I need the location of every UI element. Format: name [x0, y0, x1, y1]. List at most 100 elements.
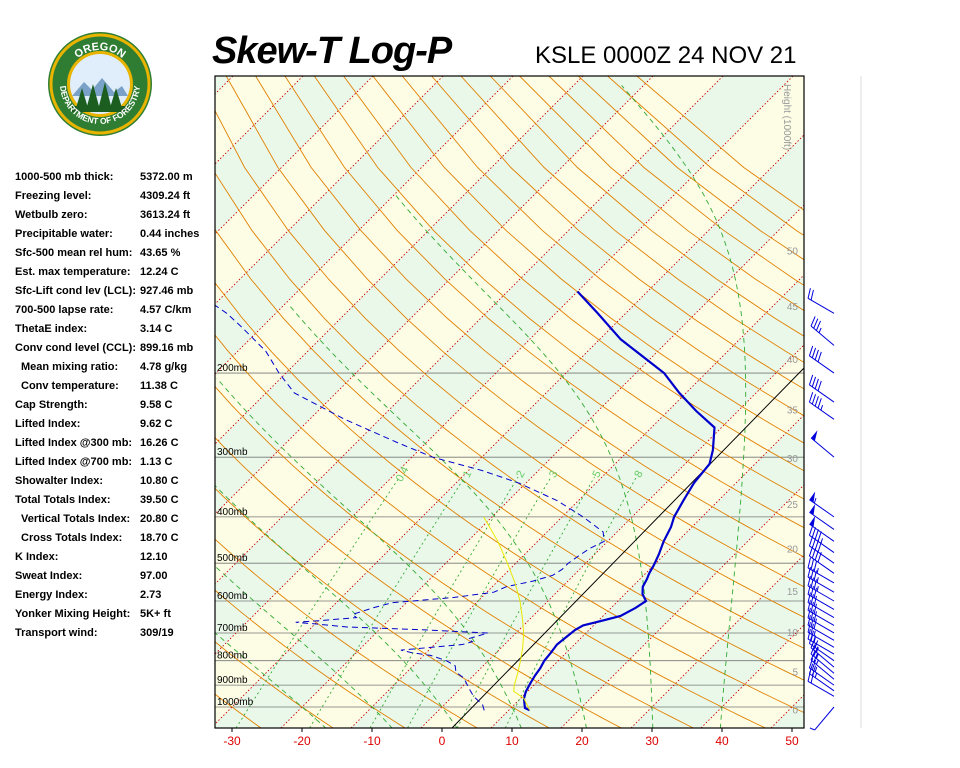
dewpoint-line [215, 304, 605, 711]
wind-barb [809, 515, 835, 542]
pressure-label: 700mb [217, 623, 248, 634]
wind-barb-staff [809, 545, 835, 564]
mixing-ratio-line [504, 476, 637, 728]
wind-barb-halfflag [815, 653, 819, 659]
wind-barb-staff [807, 594, 835, 610]
dry-adiabat [215, 436, 622, 728]
wind-barb-staff [807, 576, 835, 593]
x-tick-label: 10 [505, 734, 519, 748]
wind-barb-flag [813, 611, 817, 622]
dry-adiabat [215, 282, 804, 714]
wind-barb-flag [808, 657, 814, 669]
wind-barb-halfflag [818, 327, 822, 333]
pressure-label: 1000mb [217, 697, 254, 708]
index-label: Cross Totals Index: [21, 532, 123, 544]
isotherm-band [215, 135, 804, 728]
wind-barb-staff [807, 680, 835, 697]
dry-adiabat [225, 76, 804, 588]
index-value: 12.24 C [140, 266, 179, 278]
mixing-ratio-line [309, 476, 466, 728]
wind-barb [808, 392, 835, 420]
wind-barb-flag [810, 616, 814, 628]
wind-barb [810, 430, 835, 458]
wind-barb-flag [811, 394, 817, 405]
wind-barb-halfflag [813, 637, 816, 643]
wind-barb [807, 614, 835, 641]
oregon-forestry-logo: OREGON DEPARTMENT OF FORESTRY [48, 32, 152, 136]
station-time-label: KSLE 0000Z 24 NOV 21 [535, 42, 797, 69]
index-label: Freezing level: [15, 190, 92, 202]
wind-barb-staff [807, 297, 835, 314]
wind-barb [808, 345, 835, 374]
wind-barb-staff [810, 653, 835, 674]
wind-barb-flag [817, 531, 822, 542]
index-label: Conv temperature: [21, 380, 119, 392]
mixing-ratio-label: 1 [461, 469, 474, 480]
index-value: 0.44 inches [140, 228, 200, 240]
wind-barb-staff [809, 401, 835, 420]
moist-adiabat [215, 484, 458, 728]
index-label: Sfc-Lift cond lev (LCL): [15, 285, 136, 297]
mixing-ratio-label: 2 [514, 469, 527, 480]
wind-barb-flag [808, 525, 814, 536]
dry-adiabat [215, 589, 406, 728]
height-tick-label: 15 [787, 587, 799, 598]
index-value: 309/19 [140, 627, 174, 639]
pressure-label: 800mb [217, 651, 248, 662]
mixing-ratio-line [456, 476, 595, 728]
dry-adiabat [284, 76, 804, 529]
wind-barb-staff [810, 325, 835, 346]
wind-barb-flag [817, 398, 822, 409]
height-tick-label: 40 [787, 355, 799, 366]
wind-barb [808, 657, 835, 686]
wind-barb-flag [813, 603, 817, 615]
pressure-label: 900mb [217, 675, 248, 686]
index-value: 899.16 mb [140, 342, 194, 354]
logo-top-text: OREGON [72, 41, 127, 61]
wind-barb-halfflag [815, 647, 819, 653]
isotherm [0, 76, 93, 728]
pressure-label: 300mb [217, 447, 248, 458]
pressure-label: 200mb [217, 363, 248, 374]
index-value: 11.38 C [140, 380, 178, 392]
wind-barb-flag [814, 396, 819, 407]
height-tick-label: 25 [787, 500, 799, 511]
data-series [215, 290, 716, 712]
wind-barb-flag [814, 349, 819, 361]
index-label: Lifted Index: [15, 418, 81, 430]
wind-barb [807, 600, 835, 626]
wind-barb-flag [810, 316, 816, 327]
wind-barb-flag [813, 595, 817, 607]
index-label: Showalter Index: [15, 475, 104, 487]
wind-barb-flag [813, 561, 817, 572]
wind-barb-flag [807, 600, 811, 611]
wind-barb-staff [807, 602, 835, 619]
moist-adiabat [215, 565, 393, 728]
mixing-ratio-label: 5 [590, 469, 603, 480]
index-value: 9.58 C [140, 399, 173, 411]
wind-barb-staff [807, 631, 835, 648]
index-label: Est. max temperature: [15, 266, 131, 278]
isotherm [215, 76, 234, 95]
chart-title: Skew-T Log-P [212, 30, 452, 72]
wind-barb-halfflag [813, 497, 817, 504]
wind-barb-flag [811, 376, 817, 387]
dry-adiabat [372, 76, 804, 444]
wind-barb [808, 525, 835, 553]
index-label: 1000-500 mb thick: [15, 171, 114, 183]
wind-barb [809, 504, 835, 530]
wind-barb-flag [807, 622, 811, 633]
wind-barb-pennant [809, 491, 816, 503]
wind-barb-flag [814, 378, 819, 390]
wind-barb-flag [810, 585, 814, 597]
wind-barb-flag [807, 614, 811, 626]
wind-barb [807, 628, 835, 655]
dry-adiabat [313, 76, 804, 500]
wind-barb-flag [810, 594, 814, 605]
index-label: Vertical Totals Index: [21, 513, 131, 525]
index-value: 3613.24 ft [140, 209, 191, 221]
index-value: 20.80 C [140, 513, 179, 525]
dry-adiabat [215, 487, 550, 728]
wind-barb-flag [807, 557, 811, 569]
